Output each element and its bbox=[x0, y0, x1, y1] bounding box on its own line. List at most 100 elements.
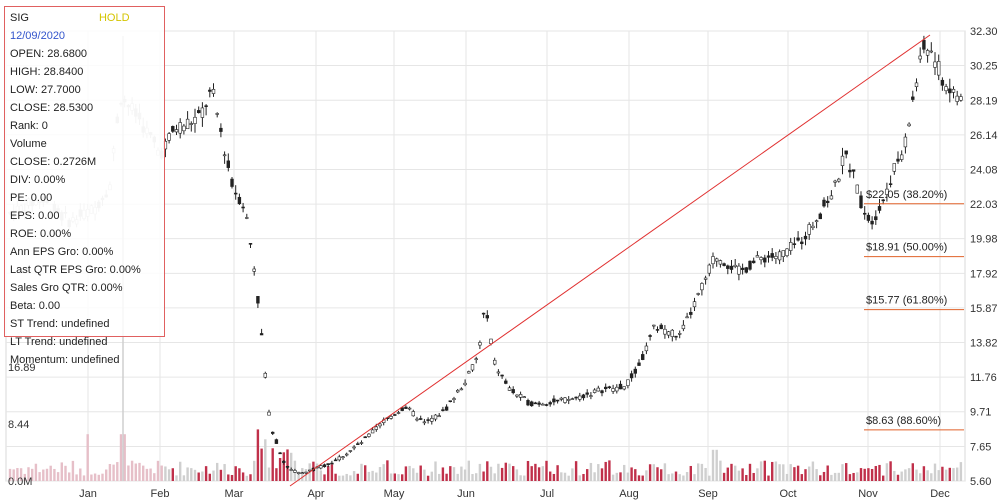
volume-bar bbox=[23, 473, 26, 481]
fibonacci-levels: $22.05 (38.20%) $18.91 (50.00%) $15.77 (61… bbox=[864, 189, 964, 431]
candle-body bbox=[718, 260, 723, 265]
volume-bar bbox=[134, 463, 137, 481]
volume-bar bbox=[204, 466, 208, 481]
info-high: HIGH: 28.8400 bbox=[10, 66, 84, 78]
volume-bar bbox=[674, 471, 678, 481]
candle-body bbox=[689, 311, 693, 315]
volume-bar bbox=[745, 474, 748, 481]
candle-body bbox=[526, 400, 530, 406]
volume-bar bbox=[42, 469, 45, 481]
candle-body bbox=[700, 283, 704, 291]
volume-bar bbox=[190, 468, 193, 481]
volume-bar bbox=[600, 468, 604, 481]
candle-body bbox=[222, 154, 227, 157]
price-tick-label: 15.87 bbox=[970, 303, 998, 315]
info-sales-gro-qtr: Sales Gro QTR: 0.00% bbox=[10, 282, 123, 294]
volume-bar bbox=[952, 468, 955, 481]
candle-body bbox=[855, 184, 860, 194]
candle-body bbox=[352, 446, 356, 449]
volume-bar bbox=[108, 464, 112, 481]
volume-bar bbox=[382, 464, 385, 481]
volume-bar bbox=[541, 466, 544, 481]
candle-body bbox=[914, 82, 919, 87]
candle-body bbox=[925, 50, 930, 56]
volume-bar bbox=[719, 460, 722, 481]
volume-bar bbox=[737, 470, 741, 481]
candle-body bbox=[518, 394, 523, 398]
volume-bar bbox=[867, 468, 870, 481]
volume-bar bbox=[574, 461, 578, 481]
candle-body bbox=[600, 390, 604, 394]
volume-bar bbox=[941, 466, 944, 481]
volume-bar bbox=[848, 474, 852, 481]
volume-bar bbox=[711, 449, 715, 481]
volume-bar bbox=[97, 474, 100, 481]
candle-body bbox=[892, 163, 897, 172]
volume-bar bbox=[290, 452, 293, 481]
month-label: Sep bbox=[698, 488, 718, 500]
volume-bar bbox=[463, 469, 467, 481]
volume-bar bbox=[297, 471, 300, 481]
candle-body bbox=[951, 88, 956, 93]
candle-body bbox=[929, 50, 934, 53]
price-tick-label: 28.19 bbox=[970, 95, 998, 107]
price-tick-label: 19.98 bbox=[970, 234, 998, 246]
volume-bar bbox=[31, 468, 34, 481]
volume-bar bbox=[863, 468, 866, 481]
volume-bar bbox=[841, 464, 844, 481]
volume-bar bbox=[882, 475, 885, 481]
candle-body bbox=[211, 89, 216, 94]
volume-bar bbox=[645, 470, 648, 481]
volume-bar bbox=[722, 472, 726, 481]
volume-bar bbox=[323, 474, 326, 481]
price-tick-label: 9.71 bbox=[970, 407, 991, 419]
candle-body bbox=[285, 466, 290, 468]
fib-label: $15.77 (61.80%) bbox=[866, 295, 947, 307]
candle-body bbox=[389, 416, 393, 419]
candle-body bbox=[862, 212, 867, 215]
volume-bar bbox=[56, 472, 60, 481]
candle-body bbox=[940, 79, 945, 86]
candle-body bbox=[182, 125, 186, 132]
candle-body bbox=[496, 371, 501, 374]
volume-bar bbox=[16, 468, 19, 481]
fib-label: $18.91 (50.00%) bbox=[866, 242, 947, 254]
candle-body bbox=[885, 188, 889, 195]
volume-bar bbox=[852, 472, 855, 481]
candle-body bbox=[874, 216, 878, 221]
volume-bar bbox=[164, 466, 167, 481]
trend-line bbox=[289, 34, 931, 487]
candle-body bbox=[259, 333, 264, 336]
volume-bar bbox=[408, 465, 411, 481]
candle-body bbox=[515, 394, 519, 397]
volume-bar bbox=[774, 461, 778, 481]
candle-body bbox=[189, 123, 193, 125]
candle-body bbox=[307, 469, 312, 472]
volume-bar bbox=[441, 467, 445, 481]
info-ann-eps-gro: Ann EPS Gro: 0.00% bbox=[10, 246, 114, 258]
volume-bar bbox=[389, 473, 393, 481]
candle-body bbox=[763, 257, 767, 263]
volume-bar bbox=[811, 461, 815, 481]
candle-body bbox=[241, 206, 245, 209]
candle-body bbox=[174, 129, 179, 133]
price-tick-label: 5.60 bbox=[970, 476, 991, 488]
candle-body bbox=[574, 396, 578, 399]
volume-bar bbox=[526, 460, 530, 481]
candle-body bbox=[907, 123, 911, 127]
candle-body bbox=[788, 242, 793, 251]
volume-bar bbox=[874, 465, 877, 481]
candle-body bbox=[596, 387, 601, 392]
candle-body bbox=[522, 396, 527, 399]
volume-bar bbox=[571, 468, 574, 481]
volume-bar bbox=[230, 475, 234, 481]
candle-body bbox=[418, 418, 423, 420]
price-tick-label: 30.25 bbox=[970, 61, 998, 73]
volume-bar bbox=[497, 463, 500, 481]
volume-bar bbox=[345, 473, 348, 481]
candle-body bbox=[415, 418, 419, 421]
candle-body bbox=[370, 429, 375, 434]
candle-body bbox=[478, 342, 482, 346]
volume-bar bbox=[648, 464, 652, 481]
price-tick-label: 32.30 bbox=[970, 26, 998, 38]
